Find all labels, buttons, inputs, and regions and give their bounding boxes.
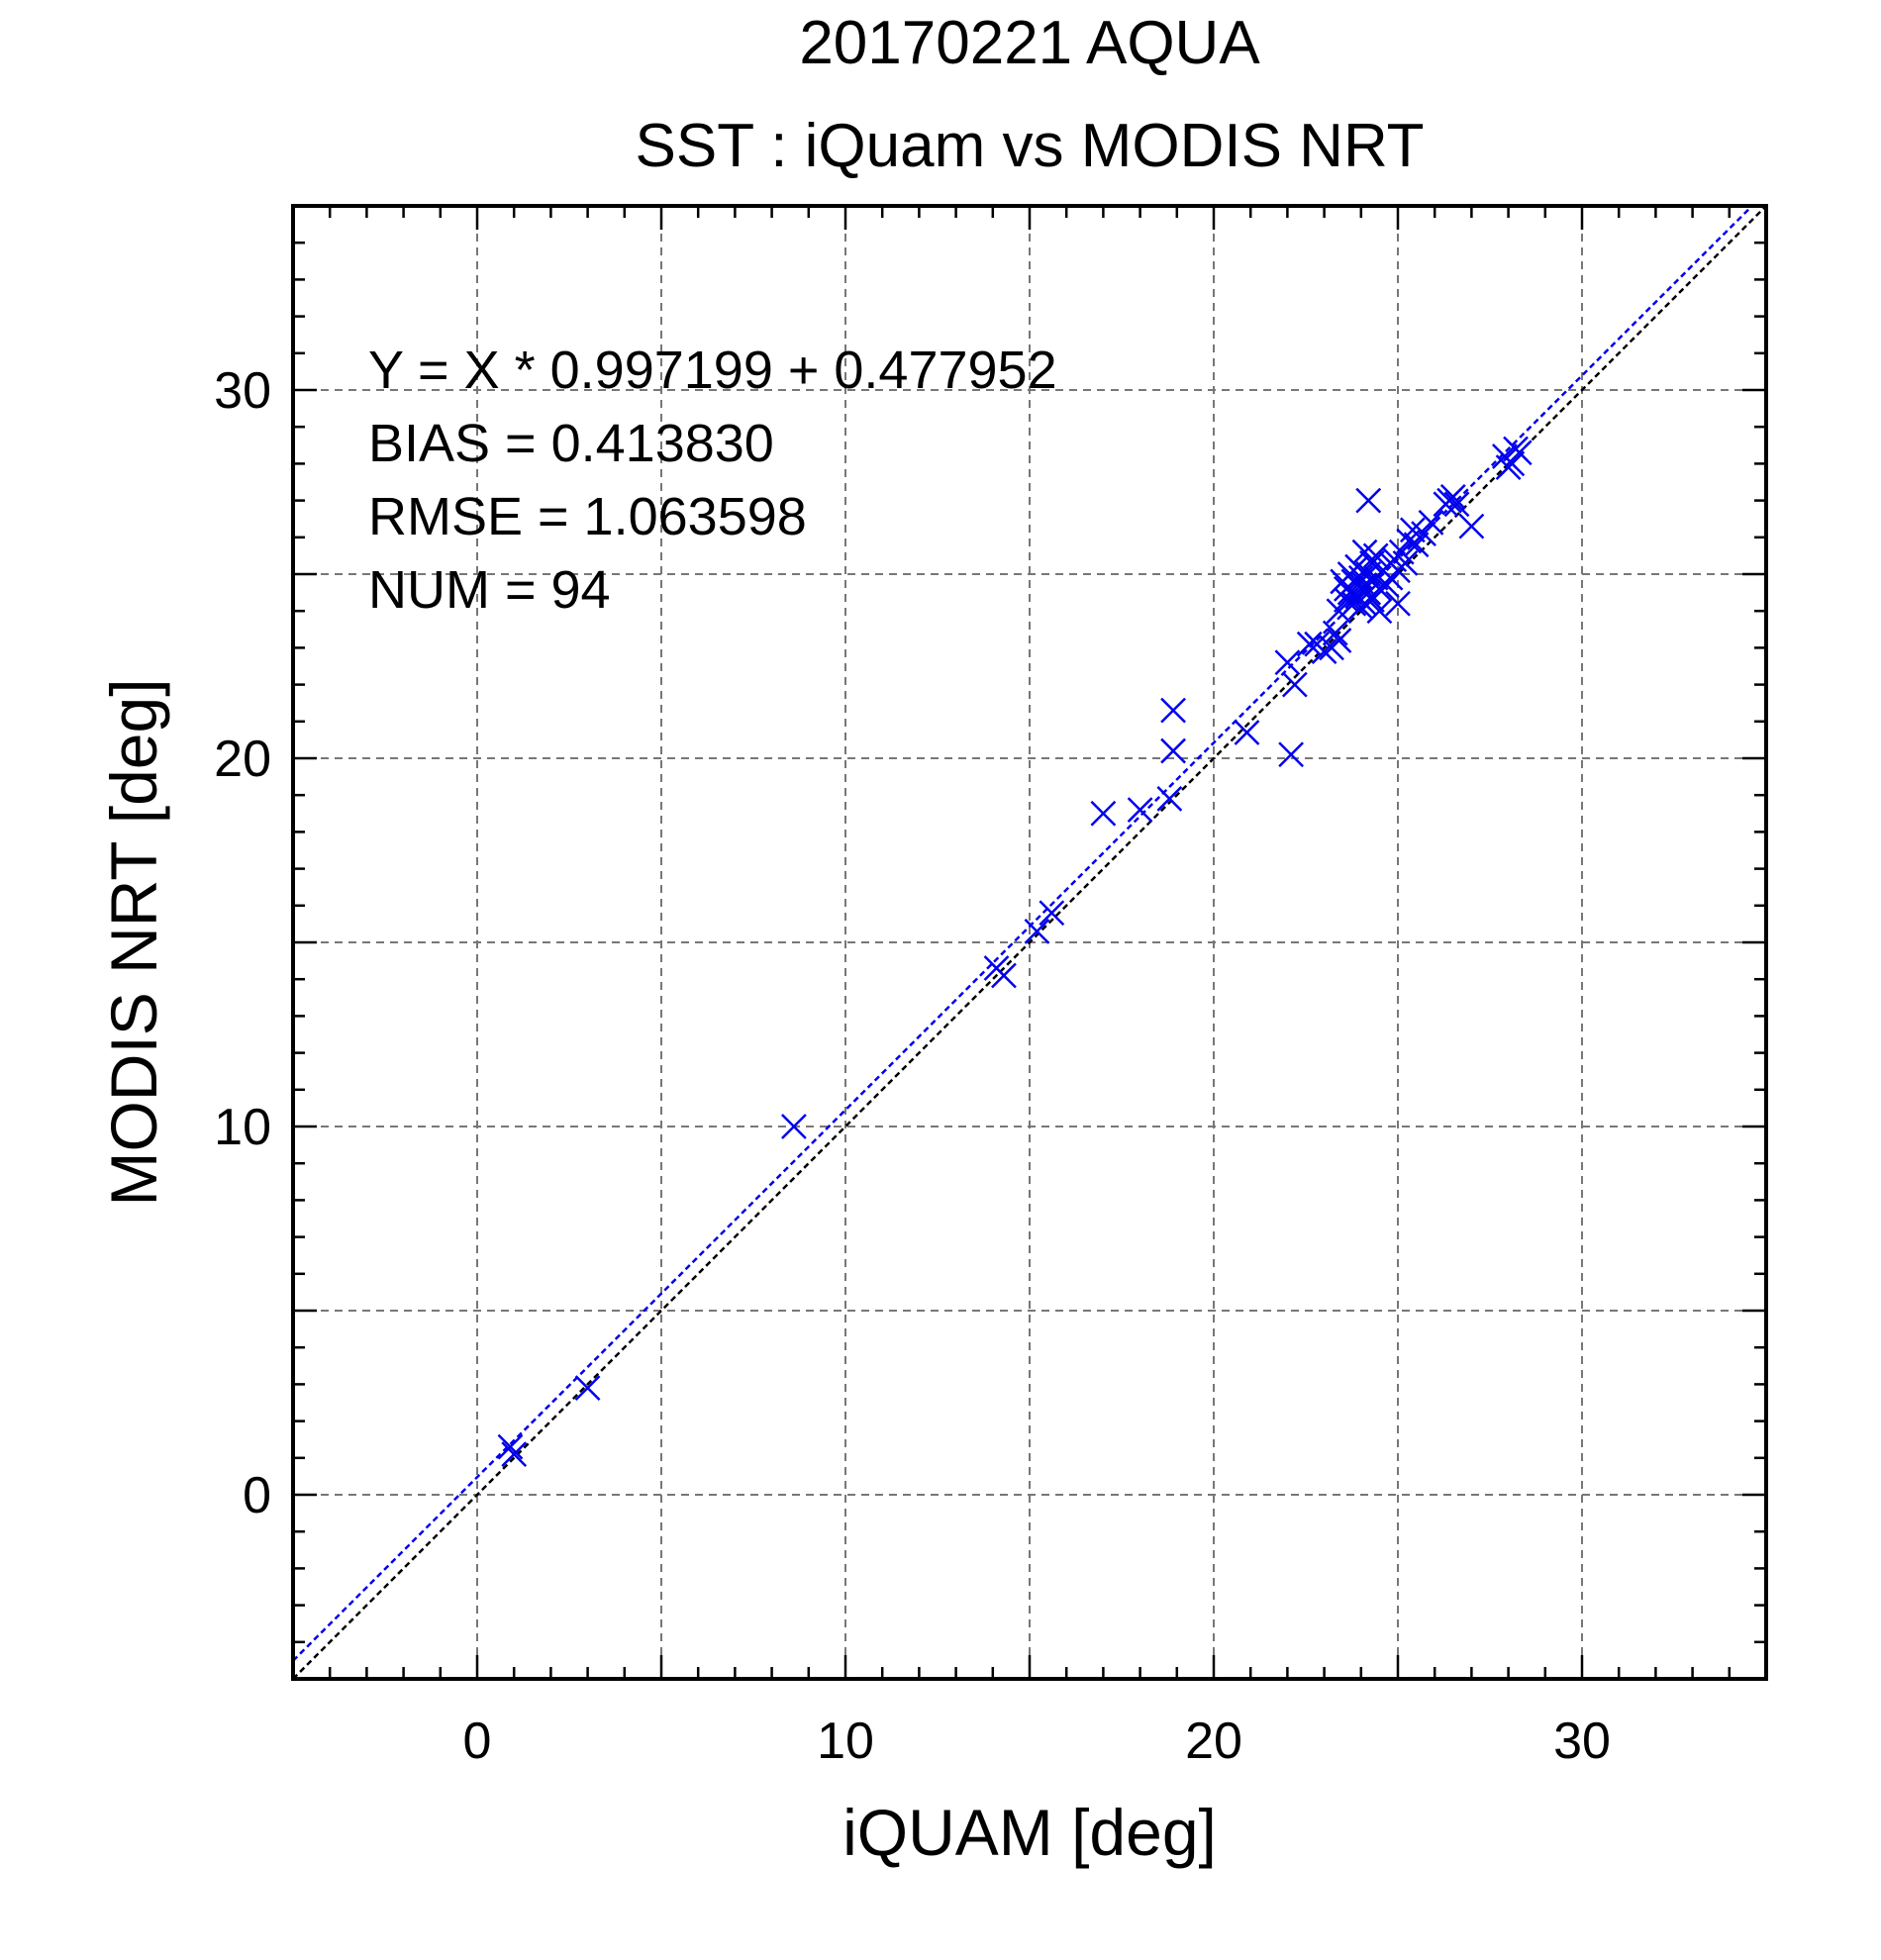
chart-subtitle: SST : iQuam vs MODIS NRT [636, 112, 1425, 180]
scatter-point [1392, 549, 1419, 576]
scatter-point [1160, 697, 1186, 724]
scatter-point [1439, 483, 1466, 510]
y-tick-label: 0 [243, 1467, 271, 1524]
scatter-point [1127, 797, 1153, 823]
scatter-point [1160, 737, 1186, 764]
x-tick-label: 30 [1553, 1713, 1611, 1770]
scatter-point [1373, 572, 1400, 599]
scatter-point [1418, 510, 1444, 536]
scatter-point [1326, 628, 1352, 653]
bias-text: BIAS = 0.413830 [368, 414, 774, 473]
scatter-point [1506, 440, 1533, 466]
scatter-point [1403, 532, 1430, 558]
plot-frame [291, 204, 1768, 1681]
scatter-point [1411, 521, 1436, 546]
y-axis-label: MODIS NRT [deg] [97, 678, 170, 1206]
scatter-point [497, 1433, 524, 1460]
scatter-points [497, 436, 1533, 1467]
scatter-point [1234, 720, 1260, 745]
x-axis-label: iQUAM [deg] [842, 1796, 1217, 1869]
scatter-point [1385, 590, 1411, 617]
scatter-point [1090, 800, 1117, 827]
chart-title: 20170221 AQUA [799, 9, 1260, 77]
scatter-point [574, 1375, 601, 1402]
scatter-point [1366, 598, 1393, 625]
regression-fit-line [293, 206, 1754, 1662]
scatter-point [1359, 549, 1385, 576]
y-tick-label: 20 [214, 731, 271, 788]
scatter-point [1024, 918, 1050, 944]
scatter-point [1281, 671, 1308, 698]
rmse-text: RMSE = 1.063598 [368, 487, 807, 546]
stats-annotations: Y = X * 0.997199 + 0.477952 BIAS = 0.413… [368, 341, 1057, 620]
x-tick-label: 20 [1185, 1713, 1242, 1770]
scatter-point [501, 1441, 528, 1467]
tick-labels: 0 10 20 30 0 10 20 30 [214, 362, 1611, 1770]
fit-equation-text: Y = X * 0.997199 + 0.477952 [368, 341, 1057, 400]
scatter-point [1278, 741, 1305, 768]
num-text: NUM = 94 [368, 560, 611, 620]
scatter-point [1355, 487, 1382, 514]
scatter-point [1156, 786, 1183, 812]
scatter-point [1458, 513, 1485, 539]
scatter-point [1296, 631, 1323, 657]
scatter-point [1322, 620, 1348, 646]
x-tick-label: 0 [463, 1713, 492, 1770]
scatter-point [1274, 649, 1301, 676]
scatter-point [1499, 450, 1526, 477]
scatter-point [781, 1114, 807, 1139]
scatter-point [1326, 598, 1352, 625]
y-tick-label: 30 [214, 362, 271, 420]
scatter-point [1311, 638, 1337, 665]
scatter-point [1443, 491, 1470, 518]
scatter-point [1039, 900, 1065, 927]
scatter-point [991, 962, 1017, 989]
y-tick-label: 10 [214, 1099, 271, 1156]
x-tick-label: 10 [817, 1713, 874, 1770]
